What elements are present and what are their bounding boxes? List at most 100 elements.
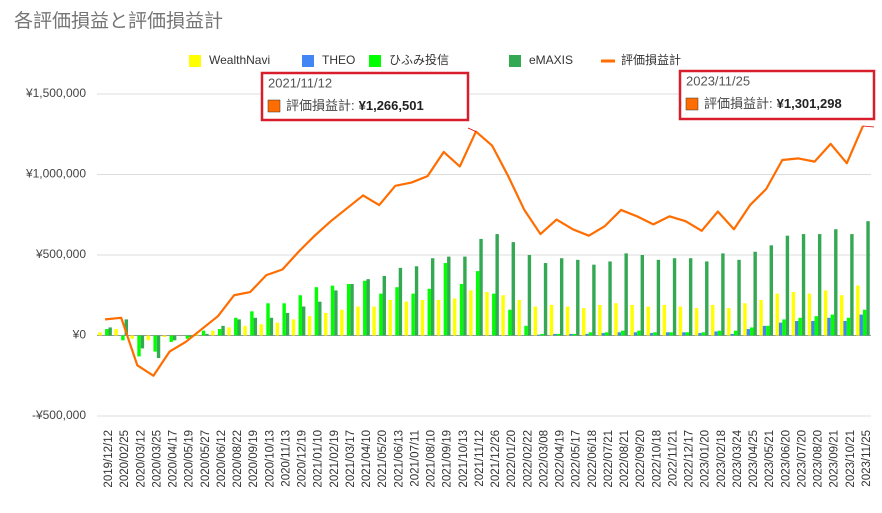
- bar: [859, 314, 863, 336]
- y-tick-label: ¥500,000: [35, 247, 86, 261]
- bar: [656, 259, 661, 336]
- annotation-leader: [467, 127, 477, 132]
- bar: [189, 335, 193, 338]
- bar: [533, 306, 538, 336]
- bar: [762, 325, 767, 336]
- bar: [540, 333, 544, 336]
- bar: [275, 322, 280, 336]
- bar: [582, 308, 586, 336]
- bar: [705, 261, 709, 336]
- bar: [840, 295, 844, 336]
- bar: [843, 321, 847, 336]
- bar: [866, 221, 870, 336]
- bar: [495, 234, 499, 336]
- bar: [227, 327, 231, 336]
- bar: [398, 267, 403, 336]
- bar: [714, 331, 718, 336]
- tooltip-box: [260, 71, 470, 122]
- y-tick-label: ¥0: [72, 328, 87, 342]
- bar: [314, 287, 319, 336]
- bar: [753, 251, 757, 336]
- bar: [130, 335, 134, 339]
- bar: [775, 293, 779, 336]
- bar: [614, 303, 618, 336]
- x-tick-label: 2023/10/21: [845, 430, 857, 488]
- bar: [537, 334, 541, 336]
- x-tick-label: 2020/12/19: [297, 430, 309, 488]
- bar: [630, 304, 634, 336]
- x-tick-label: 2020/05/19: [184, 430, 196, 488]
- tooltip-swatch: [267, 99, 281, 113]
- bar: [759, 300, 763, 336]
- bar: [436, 300, 441, 336]
- bar: [601, 333, 605, 336]
- x-tick-label: 2020/03/12: [135, 430, 147, 488]
- x-tick-label: 2019/12/12: [103, 430, 115, 488]
- bar: [682, 332, 686, 336]
- bar: [395, 287, 399, 336]
- bar: [114, 329, 118, 336]
- bar: [727, 308, 731, 336]
- bar: [153, 335, 157, 352]
- bar: [633, 332, 638, 336]
- chart-title: 各評価損益と評価損益計: [14, 10, 223, 32]
- legend-swatch: [509, 55, 521, 67]
- bar: [576, 259, 580, 336]
- bar: [517, 300, 521, 336]
- legend-label: THEO: [322, 53, 355, 67]
- x-tick-label: 2022/10/18: [651, 430, 663, 488]
- bar: [479, 238, 483, 336]
- bar: [694, 308, 699, 336]
- bar: [527, 255, 532, 336]
- x-tick-label: 2021/11/12: [474, 430, 486, 487]
- bar: [430, 258, 435, 336]
- bar: [746, 329, 751, 336]
- bar: [205, 333, 209, 336]
- x-tick-label: 2023/06/20: [780, 430, 792, 488]
- bar: [217, 329, 222, 336]
- bar: [243, 325, 247, 336]
- bar: [588, 332, 593, 336]
- bar: [420, 300, 425, 336]
- bar: [379, 293, 383, 336]
- bar: [846, 317, 851, 336]
- bar: [646, 306, 650, 336]
- x-tick-label: 2021/10/13: [458, 430, 470, 488]
- x-tick-label: 2023/01/20: [700, 430, 712, 488]
- tooltip-value: ¥1,266,501: [359, 98, 424, 113]
- bar: [453, 298, 457, 336]
- bar: [237, 319, 241, 336]
- annotation-leader: [862, 125, 875, 128]
- bar: [827, 317, 831, 336]
- bar: [549, 304, 554, 336]
- bar: [269, 317, 274, 336]
- bar: [140, 335, 145, 349]
- tooltip-value: ¥1,301,298: [777, 96, 842, 111]
- tooltip-date: 2021/11/12: [268, 75, 332, 90]
- x-tick-label: 2022/12/17: [684, 430, 696, 488]
- bar: [823, 290, 828, 336]
- bar: [285, 312, 290, 336]
- bar: [717, 330, 722, 336]
- bar: [162, 335, 167, 338]
- bar: [98, 332, 102, 336]
- bar: [475, 271, 480, 336]
- bar: [404, 301, 409, 336]
- x-tick-label: 2020/04/17: [168, 430, 180, 488]
- bar: [234, 317, 238, 336]
- x-tick-label: 2020/05/27: [200, 430, 212, 488]
- x-tick-label: 2022/02/22: [522, 430, 534, 488]
- x-tick-label: 2023/08/20: [813, 430, 825, 488]
- x-tick-label: 2023/09/21: [829, 430, 841, 488]
- bar: [485, 292, 489, 336]
- bar: [640, 255, 644, 336]
- x-tick-label: 2020/11/13: [280, 430, 292, 487]
- x-tick-label: 2022/11/21: [667, 430, 679, 487]
- x-tick-label: 2022/04/19: [555, 430, 567, 488]
- bar: [356, 306, 360, 336]
- bar: [201, 330, 206, 336]
- legend-swatch: [369, 55, 381, 67]
- bar: [592, 264, 596, 336]
- bar: [737, 259, 741, 336]
